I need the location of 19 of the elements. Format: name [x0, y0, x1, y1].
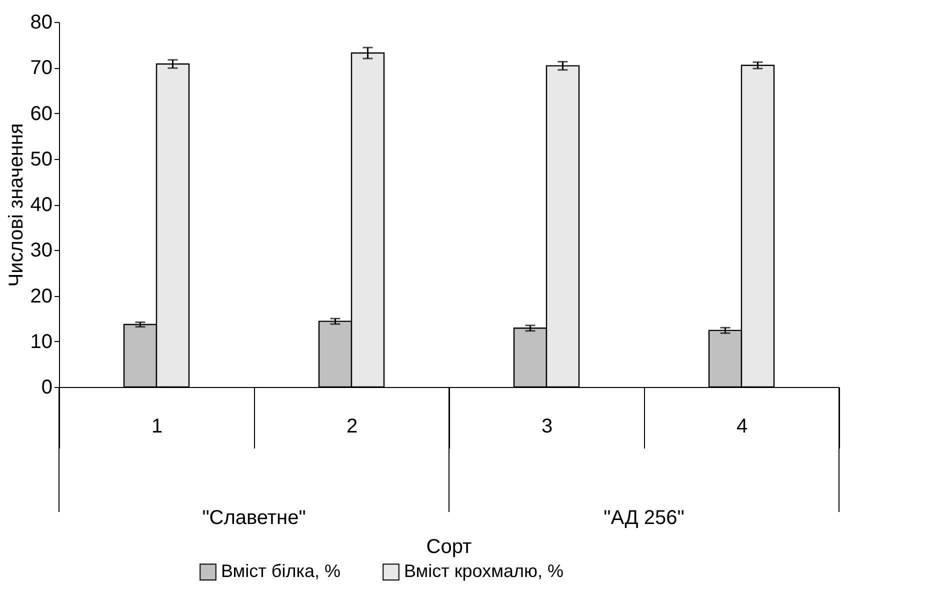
y-tick-label: 40 [30, 194, 52, 216]
y-tick-label: 70 [30, 57, 52, 80]
y-tick-label: 60 [30, 102, 52, 125]
x-axis-title: Сорт [426, 536, 472, 558]
y-tick-label: 80 [30, 12, 52, 34]
y-tick-label: 50 [30, 148, 52, 170]
y-tick-label: 20 [30, 285, 52, 308]
x-tick-label: 1 [151, 416, 163, 438]
y-tick-label: 0 [41, 376, 52, 398]
x-tick-label: 3 [541, 416, 553, 438]
legend-label: Вміст білка, % [221, 561, 341, 582]
y-tick-label: 10 [30, 330, 52, 353]
legend-label: Вміст крохмалю, % [404, 561, 564, 582]
y-axis-title: Числові значення [5, 123, 28, 287]
x-tick-label: 2 [346, 416, 358, 438]
text: "АД 256" [604, 507, 684, 529]
text: "Славетне" [202, 507, 306, 529]
x-tick-label: 4 [736, 416, 748, 438]
y-tick-label: 30 [30, 240, 52, 262]
